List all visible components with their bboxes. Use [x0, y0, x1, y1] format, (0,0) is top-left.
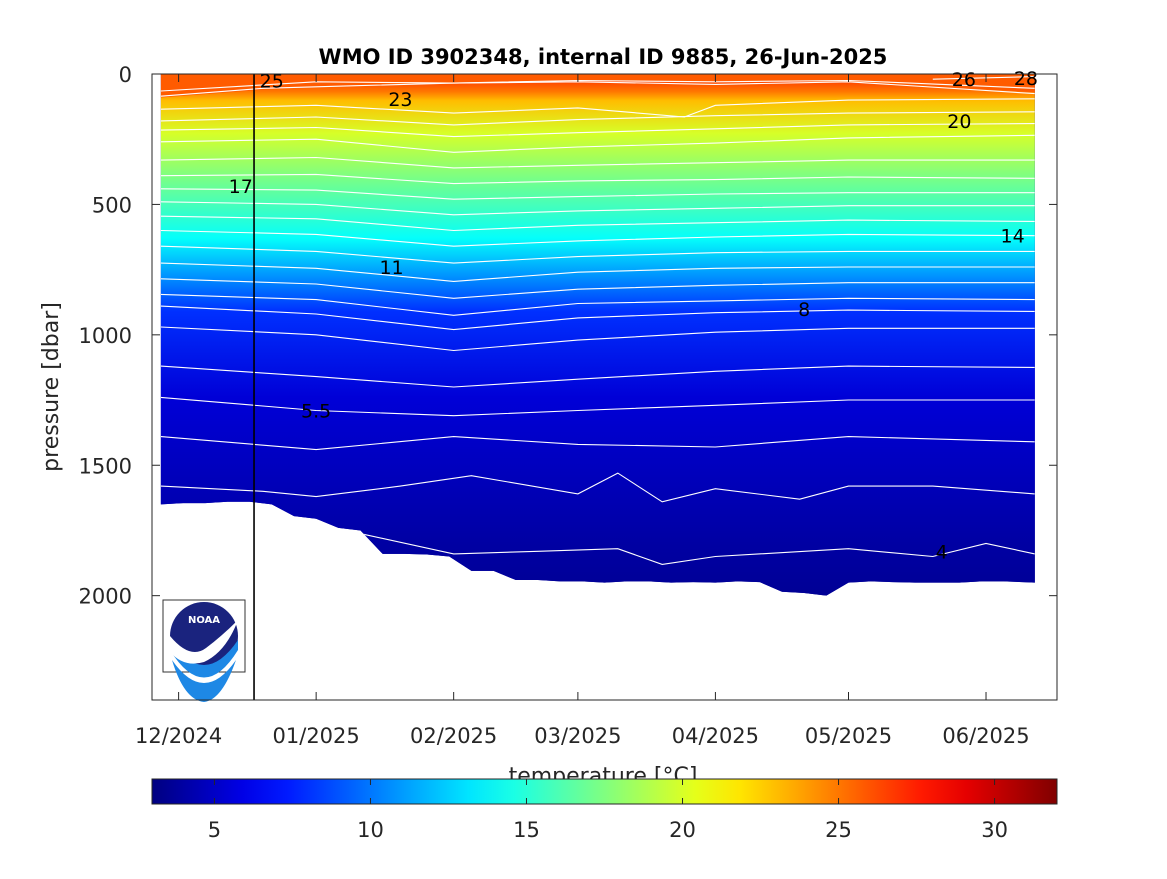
- isotherm-9: [160, 305, 1035, 331]
- x-axis: 12/2024 01/2025 02/2025 03/2025 04/2025 05/20…: [135, 74, 1030, 748]
- chart-title: WMO ID 3902348, internal ID 9885, 26-Jun…: [319, 45, 888, 69]
- isotherm-16: [160, 201, 1035, 216]
- isotherm-28: [932, 76, 1035, 80]
- colorbar-tick-label: 10: [357, 818, 384, 842]
- x-tick-label: 06/2025: [942, 724, 1029, 748]
- x-tick-label: 05/2025: [805, 724, 892, 748]
- temperature-layer-surface: [160, 74, 1035, 98]
- colorbar-tick-label: 5: [208, 818, 221, 842]
- contour-label: 5.5: [301, 400, 331, 422]
- isotherm-18: [160, 173, 1035, 185]
- colorbar: [151, 778, 1058, 805]
- x-tick-label: 02/2025: [410, 724, 497, 748]
- y-tick-label: 2000: [79, 585, 132, 609]
- isotherm-15: [160, 215, 1035, 232]
- contour-labels: 25 23 26 28 20 17 14 11 8 5.5 4: [229, 68, 1038, 563]
- contour-label: 25: [260, 71, 284, 93]
- isotherm-5-5: [160, 436, 1035, 451]
- y-tick-label: 1500: [79, 454, 132, 478]
- contour-label: 8: [798, 299, 810, 321]
- isotherm-21: [160, 123, 1035, 138]
- isotherm-8: [160, 326, 1035, 352]
- x-tick-label: 12/2024: [135, 724, 222, 748]
- y-axis: 0 500 1000 1500 2000: [79, 63, 1057, 609]
- isotherm-7: [160, 365, 1035, 388]
- isotherm-13: [160, 245, 1035, 264]
- isotherm-4: [262, 516, 1035, 565]
- isotherm-12: [160, 262, 1035, 282]
- isotherm-22: [160, 111, 1035, 126]
- noaa-logo-text: NOAA: [188, 615, 220, 626]
- colorbar-tick-label: 30: [981, 818, 1008, 842]
- x-tick-label: 04/2025: [672, 724, 759, 748]
- isotherm-25: [160, 81, 1035, 97]
- colorbar-axis: 5 10 15 20 25 30: [208, 779, 1008, 842]
- contour-label: 4: [936, 541, 948, 563]
- x-tick-label: 01/2025: [273, 724, 360, 748]
- isotherm-19: [160, 156, 1035, 169]
- isotherm-10: [160, 293, 1035, 316]
- y-tick-label: 0: [119, 63, 132, 87]
- isotherm-20: [160, 134, 1035, 153]
- colorbar-tick-label: 25: [825, 818, 852, 842]
- contour-label: 26: [952, 69, 976, 91]
- plot-frame: [151, 73, 1058, 701]
- isotherm-14: [160, 229, 1035, 247]
- isotherm-23: [160, 98, 1035, 118]
- contour-label: 17: [229, 176, 253, 198]
- isotherm-5: [160, 472, 1035, 503]
- contour-label: 20: [947, 111, 971, 133]
- x-tick-label: 03/2025: [534, 724, 621, 748]
- colorbar-tick-label: 15: [513, 818, 540, 842]
- y-tick-label: 500: [92, 193, 132, 217]
- y-tick-label: 1000: [79, 324, 132, 348]
- contour-label: 11: [379, 257, 403, 279]
- isotherm-11: [160, 278, 1035, 299]
- contour-label: 23: [388, 89, 412, 111]
- isotherm-6: [160, 396, 1035, 417]
- isotherm-17: [160, 188, 1035, 200]
- noaa-logo: NOAA: [162, 599, 246, 702]
- contour-label: 14: [1001, 226, 1025, 248]
- contour-label: 28: [1014, 68, 1038, 90]
- y-axis-label: pressure [dbar]: [39, 302, 64, 472]
- colorbar-tick-label: 20: [669, 818, 696, 842]
